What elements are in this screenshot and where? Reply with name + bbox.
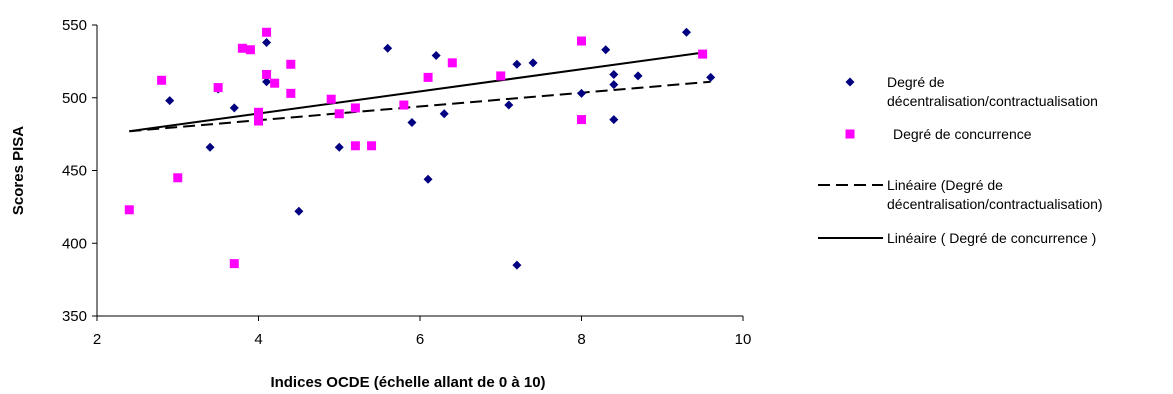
point-concurrence bbox=[447, 58, 457, 68]
point-concurrence bbox=[367, 141, 377, 151]
point-decentralisation bbox=[229, 103, 239, 113]
legend-label: Degré de bbox=[887, 74, 945, 90]
point-concurrence bbox=[423, 72, 433, 82]
point-decentralisation bbox=[528, 58, 538, 68]
point-decentralisation bbox=[431, 51, 441, 61]
point-concurrence bbox=[577, 115, 586, 125]
point-concurrence bbox=[262, 69, 272, 79]
point-concurrence bbox=[262, 27, 272, 37]
point-concurrence bbox=[245, 45, 255, 55]
data-points bbox=[124, 27, 716, 270]
point-decentralisation bbox=[609, 80, 619, 90]
point-concurrence bbox=[577, 36, 586, 46]
point-concurrence bbox=[698, 49, 708, 59]
y-tick-label: 500 bbox=[62, 90, 87, 107]
point-concurrence bbox=[326, 94, 336, 104]
point-concurrence bbox=[124, 205, 134, 215]
point-concurrence bbox=[157, 75, 167, 85]
legend-label: Linéaire (Degré de bbox=[887, 177, 1003, 193]
point-concurrence bbox=[350, 103, 360, 113]
legend: Degré de décentralisation/contractualisat… bbox=[818, 74, 1103, 246]
point-decentralisation bbox=[165, 96, 175, 106]
y-ticks: 350 400 450 500 550 bbox=[62, 17, 97, 325]
point-decentralisation bbox=[262, 77, 272, 87]
point-decentralisation bbox=[294, 206, 304, 216]
point-decentralisation bbox=[504, 100, 514, 110]
y-tick-label: 350 bbox=[62, 308, 87, 325]
x-axis-title: Indices OCDE (échelle allant de 0 à 10) bbox=[270, 374, 545, 391]
legend-label: Linéaire ( Degré de concurrence ) bbox=[887, 230, 1096, 246]
point-concurrence bbox=[270, 78, 280, 88]
legend-entry-decentralisation: Degré de décentralisation/contractualisat… bbox=[845, 74, 1098, 109]
x-tick-label: 4 bbox=[254, 331, 262, 348]
y-axis-title: Scores PISA bbox=[10, 126, 27, 215]
point-concurrence bbox=[399, 100, 409, 110]
point-concurrence bbox=[286, 59, 296, 69]
point-decentralisation bbox=[205, 142, 215, 152]
point-decentralisation bbox=[512, 260, 522, 270]
point-decentralisation bbox=[706, 72, 716, 82]
legend-square-marker bbox=[845, 129, 855, 139]
point-decentralisation bbox=[439, 109, 449, 119]
point-decentralisation bbox=[407, 117, 417, 127]
y-tick-label: 400 bbox=[62, 235, 87, 252]
legend-entry-trend-concurrence: Linéaire ( Degré de concurrence ) bbox=[818, 230, 1096, 246]
x-tick-label: 2 bbox=[93, 331, 101, 348]
point-decentralisation bbox=[334, 142, 344, 152]
point-decentralisation bbox=[681, 27, 691, 37]
x-tick-label: 10 bbox=[735, 331, 752, 348]
point-decentralisation bbox=[609, 115, 619, 125]
point-concurrence bbox=[229, 259, 239, 269]
point-decentralisation bbox=[577, 88, 586, 98]
point-decentralisation bbox=[633, 71, 643, 81]
point-concurrence bbox=[237, 43, 247, 53]
point-decentralisation bbox=[383, 43, 393, 53]
legend-label: décentralisation/contractualisation) bbox=[887, 196, 1103, 212]
plot-area: 2 4 6 8 10 350 400 450 500 550 bbox=[62, 17, 751, 348]
point-concurrence bbox=[496, 71, 506, 81]
y-tick-label: 550 bbox=[62, 17, 87, 34]
x-tick-label: 8 bbox=[577, 331, 585, 348]
point-decentralisation bbox=[601, 45, 611, 55]
point-decentralisation bbox=[423, 174, 433, 184]
point-decentralisation bbox=[512, 59, 522, 69]
legend-diamond-marker bbox=[845, 77, 855, 87]
point-concurrence bbox=[213, 83, 223, 93]
legend-entry-concurrence: Degré de concurrence bbox=[845, 126, 1032, 142]
point-decentralisation bbox=[609, 69, 619, 79]
trendlines bbox=[129, 51, 711, 133]
point-concurrence bbox=[254, 116, 263, 126]
point-concurrence bbox=[350, 141, 360, 151]
x-ticks: 2 4 6 8 10 bbox=[93, 316, 752, 348]
point-concurrence bbox=[286, 88, 296, 98]
y-tick-label: 450 bbox=[62, 163, 87, 180]
legend-label: Degré de concurrence bbox=[893, 126, 1032, 142]
point-concurrence bbox=[173, 173, 183, 183]
legend-label: décentralisation/contractualisation bbox=[887, 93, 1098, 109]
point-concurrence bbox=[334, 109, 344, 119]
trendline-concurrence bbox=[129, 51, 703, 133]
trendline-decentralisation bbox=[129, 80, 711, 133]
point-concurrence bbox=[254, 107, 263, 117]
point-decentralisation bbox=[262, 37, 272, 47]
legend-entry-trend-decentralisation: Linéaire (Degré de décentralisation/contr… bbox=[818, 177, 1103, 212]
x-tick-label: 6 bbox=[416, 331, 424, 348]
